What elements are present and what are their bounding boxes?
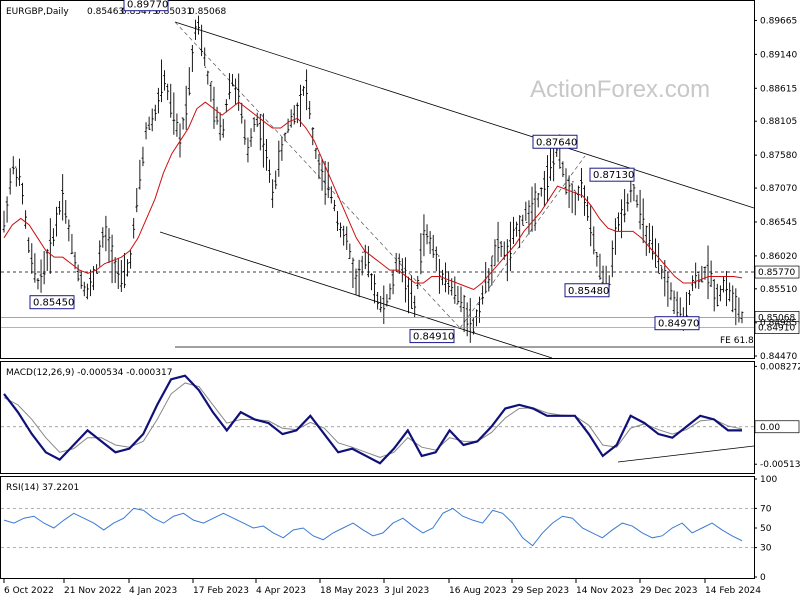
price-label: 0.89770 xyxy=(127,0,168,11)
price-tick-label: 0.87070 xyxy=(760,184,797,194)
channel-lower-line xyxy=(159,231,553,359)
x-tick-label: 14 Feb 2024 xyxy=(705,586,761,596)
rsi-tick-label: 50 xyxy=(760,524,772,534)
price-label-box xyxy=(29,295,75,310)
channel-upper-line xyxy=(174,21,755,209)
price-label: 0.84910 xyxy=(413,332,454,343)
price-bars xyxy=(2,15,744,343)
price-marker-label: 0.84910 xyxy=(758,324,795,334)
x-tick-label: 4 Jan 2023 xyxy=(129,586,177,596)
x-tick-label: 17 Feb 2023 xyxy=(193,586,249,596)
fe-label: FE 61.8 xyxy=(720,336,754,346)
price-tick-label: 0.88105 xyxy=(760,117,797,127)
macd-trendline xyxy=(617,445,755,463)
macd-signal-line xyxy=(3,382,743,458)
rsi-tick-label: 100 xyxy=(760,475,777,485)
price-label: 0.85450 xyxy=(33,298,74,309)
price-label-box xyxy=(654,316,700,331)
sma-line xyxy=(3,101,743,291)
price-title-low: 0.85031 xyxy=(155,7,192,17)
rsi-tick-label: 70 xyxy=(760,504,772,514)
macd-zero-label: 0.00 xyxy=(760,423,780,433)
x-tick-label: 18 May 2023 xyxy=(320,586,379,596)
price-title-close: 0.85068 xyxy=(189,7,226,17)
price-label: 0.87640 xyxy=(536,137,577,148)
x-tick-label: 21 Nov 2022 xyxy=(64,586,122,596)
price-marker-tag xyxy=(754,265,800,279)
price-tick-label: 0.84985 xyxy=(760,319,797,329)
price-label-box xyxy=(123,0,169,12)
x-tick-label: 6 Oct 2022 xyxy=(4,586,54,596)
rsi-line xyxy=(3,507,743,547)
price-marker-label: 0.85770 xyxy=(758,268,795,278)
price-title-high: 0.85475 xyxy=(121,7,158,17)
price-label: 0.87130 xyxy=(593,170,634,181)
trend-channel xyxy=(159,21,755,463)
x-tick-label: 4 Apr 2023 xyxy=(256,586,306,596)
price-tick-label: 0.88615 xyxy=(760,84,797,94)
price-axis: 0.89665 0.89140 0.88615 0.88105 0.87580 0.870… xyxy=(754,16,797,362)
rsi-indicator: 100 70 50 30 0 xyxy=(1,475,777,583)
price-tick-label: 0.86545 xyxy=(760,218,797,228)
macd-title: MACD(12,26,9) -0.000534 -0.000317 xyxy=(6,368,172,378)
rsi-title: RSI(14) 37.2201 xyxy=(6,483,79,493)
x-tick-label: 14 Nov 2023 xyxy=(576,586,634,596)
price-tick-label: 0.87580 xyxy=(760,151,797,161)
price-title-symbol: EURGBP,Daily xyxy=(6,7,69,17)
rsi-tick-label: 0 xyxy=(760,573,766,583)
x-tick-label: 29 Dec 2023 xyxy=(640,586,698,596)
retracement-dashed-2 xyxy=(459,155,586,329)
x-tick-label: 16 Aug 2023 xyxy=(449,586,507,596)
price-label: 0.85480 xyxy=(568,286,609,297)
price-tick-label: 0.84470 xyxy=(760,352,797,362)
x-tick-label: 29 Sep 2023 xyxy=(512,586,569,596)
watermark: ActionForex.com xyxy=(530,76,710,103)
rsi-tick-label: 30 xyxy=(760,544,772,554)
price-labels: 0.89770 0.85450 0.84910 0.87640 0.87130 0.854… xyxy=(29,0,700,344)
price-series xyxy=(3,101,743,291)
macd-line xyxy=(3,374,742,465)
price-tick-label: 0.89140 xyxy=(760,50,797,60)
price-label: 0.84970 xyxy=(658,319,699,330)
macd-tick-label: 0.008272 xyxy=(760,362,800,372)
x-axis: 6 Oct 2022 21 Nov 2022 4 Jan 2023 17 Feb 20… xyxy=(3,579,761,596)
price-tick-label: 0.86020 xyxy=(760,252,797,262)
price-label-box xyxy=(532,134,578,149)
rsi-panel xyxy=(0,476,755,579)
price-label-box xyxy=(589,167,635,182)
price-label-box xyxy=(409,329,455,344)
price-title-open: 0.85463 xyxy=(87,7,124,17)
price-tick-label: 0.89665 xyxy=(760,16,797,26)
macd-indicator: 0.0082720.00-0.0051360.00 xyxy=(1,362,800,470)
macd-zero-tag xyxy=(754,420,800,434)
price-marker-label: 0.85068 xyxy=(758,313,795,323)
macd-tick-label: -0.005136 xyxy=(760,460,800,470)
x-tick-label: 3 Jul 2023 xyxy=(384,586,429,596)
price-tick-label: 0.85510 xyxy=(760,285,797,295)
price-label-box xyxy=(564,283,610,298)
price-marker-tag xyxy=(754,321,800,334)
